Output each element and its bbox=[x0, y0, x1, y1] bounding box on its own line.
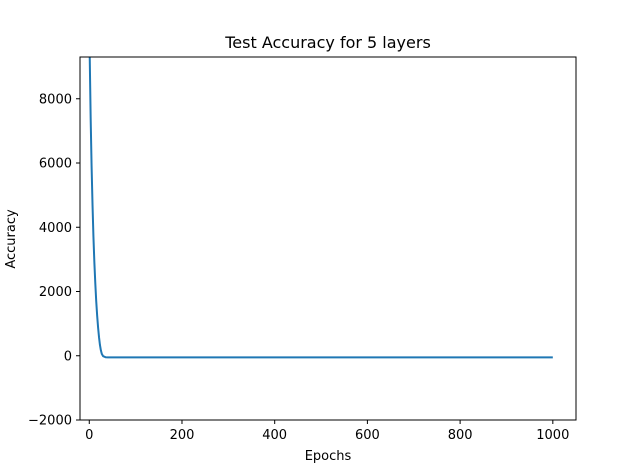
x-tick-label: 0 bbox=[85, 428, 93, 443]
x-tick-label: 600 bbox=[355, 428, 380, 443]
plot-area bbox=[79, 56, 577, 421]
y-axis-label: Accuracy bbox=[4, 209, 19, 269]
series-line-0 bbox=[88, 57, 553, 359]
y-tick-label: 0 bbox=[64, 349, 72, 364]
x-axis-label: Epochs bbox=[305, 449, 352, 464]
y-tick-label: 4000 bbox=[39, 221, 72, 236]
x-tick-label: 200 bbox=[170, 428, 195, 443]
series-layer bbox=[88, 57, 553, 359]
x-tick-label: 1000 bbox=[536, 428, 569, 443]
x-axis-ticks: 0 200 400 600 800 1000 bbox=[85, 420, 569, 443]
y-tick-label: 8000 bbox=[39, 92, 72, 107]
x-tick-label: 800 bbox=[448, 428, 473, 443]
plot-frame bbox=[79, 56, 577, 421]
y-tick-label: −2000 bbox=[28, 414, 72, 429]
x-tick-label: 400 bbox=[262, 428, 287, 443]
y-axis-ticks: −2000 0 2000 4000 6000 8000 bbox=[28, 92, 80, 429]
y-tick-label: 6000 bbox=[39, 157, 72, 172]
chart-title: Test Accuracy for 5 layers bbox=[224, 33, 431, 52]
y-tick-label: 2000 bbox=[39, 285, 72, 300]
